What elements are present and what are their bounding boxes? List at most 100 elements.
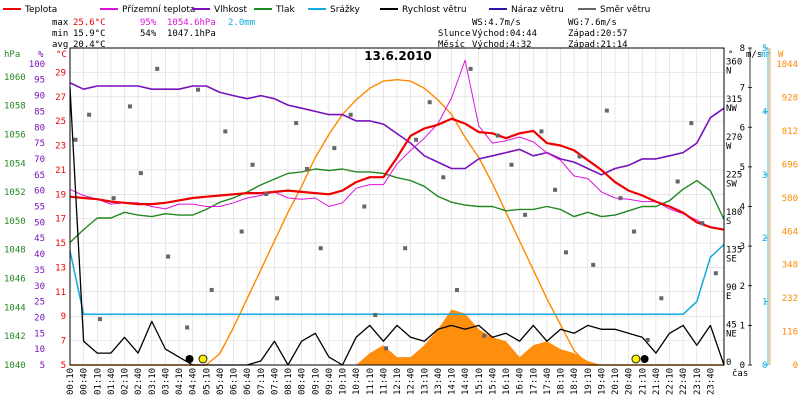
tick-ms: 4 [740,203,745,213]
tick-x: 22:40 [679,368,689,395]
wind-direction-point [239,229,244,234]
plot-frame [69,47,725,366]
tick-x: 04:10 [175,368,185,395]
tick-x: 11:10 [366,368,376,395]
tick-x: 06:40 [243,368,253,395]
legend-label: Náraz větru [511,5,564,15]
stats-max-temp: 25.6°C [73,18,106,28]
axes: 1060105810561054105210501048104610441042… [4,44,798,395]
tick-temp: 27 [55,93,66,103]
wind-direction-point [713,271,718,276]
stats-min-temp: 15.9°C [73,29,106,39]
tick-mm: 4 [762,107,767,117]
axis-label-ms: m/s [746,50,762,60]
tick-x: 10:10 [339,368,349,395]
tick-x: 13:10 [420,368,430,395]
tick-x: 14:40 [461,368,471,395]
tick-hpa: 1044 [4,303,26,313]
tick-hpa: 1040 [4,361,26,371]
tick-x: 05:40 [216,368,226,395]
tick-pct: 70 [34,155,45,165]
tick-x: 03:40 [161,368,171,395]
wind-direction-points [73,66,718,351]
tick-temp: 13 [55,263,66,273]
wind-direction-point [414,137,419,142]
tick-hpa: 1054 [4,159,26,169]
axis-label-pct: % [38,50,44,60]
tick-hpa: 1042 [4,332,26,342]
tick-pct: 45 [34,234,45,244]
wind-direction-point [250,162,255,167]
tick-pct: 60 [34,187,45,197]
tick-ms: 0 [740,361,745,371]
tick-hpa: 1052 [4,188,26,198]
wind-direction-point [332,146,337,151]
legend-label: Vlhkost [214,5,247,15]
tick-pct: 80 [34,123,45,133]
tick-pct: 25 [34,298,45,308]
series-vlhkost [69,82,725,176]
tick-mm: 1 [762,298,767,308]
tick-pct: 35 [34,266,45,276]
stats-min-label: min [52,29,68,39]
tick-hpa: 1046 [4,275,26,285]
stats-min-hum: 54% [140,29,157,39]
tick-pct: 20 [34,313,45,323]
tick-wm2: 116 [782,328,798,338]
tick-wm2: 696 [782,160,798,170]
stats-max-label: max [52,18,69,28]
sun-rise: Východ:04:44 [472,29,537,39]
tick-pct: 65 [34,171,45,181]
tick-pct: 100 [29,60,45,70]
tick-temp: 11 [55,288,66,298]
wind-direction-point [294,121,299,126]
tick-wm2: 0 [793,361,798,371]
stats-min-press: 1047.1hPa [167,29,216,39]
sun-set: Západ:20:57 [568,29,628,39]
tick-direction-name: N [726,67,731,77]
tick-x: 19:40 [597,368,607,395]
tick-direction: 180 [726,208,742,218]
tick-x: 01:10 [93,368,103,395]
tick-x: 18:10 [557,368,567,395]
wind-direction-point [185,325,190,330]
tick-direction-name: NW [726,104,737,114]
tick-pct: 75 [34,139,45,149]
tick-x: 18:40 [570,368,580,395]
tick-x: 02:10 [121,368,131,395]
tick-temp: 19 [55,190,66,200]
series-prizemni-teplota [69,59,725,231]
wind-direction-point [305,166,310,171]
wind-direction-point [275,296,280,301]
wind-direction-point [689,121,694,126]
wind-direction-point [645,337,650,342]
series-tlak [69,168,725,244]
wind-direction-point [675,179,680,184]
tick-ms: 6 [740,123,745,133]
tick-direction-name: E [726,292,731,302]
wind-direction-point [539,129,544,134]
legend-label: Teplota [24,5,57,15]
wind-direction-point [659,296,664,301]
tick-temp: 9 [61,312,66,322]
grid [69,48,724,366]
tick-x: 13:40 [434,368,444,395]
tick-direction: 0 [726,358,731,368]
tick-hpa: 1060 [4,73,26,83]
sunshine-area [70,309,724,365]
wind-gust-info: WG:7.6m/s [568,18,617,28]
tick-ms: 8 [740,44,745,54]
tick-direction-name: W [726,142,732,152]
tick-temp: 29 [55,68,66,78]
tick-x: 10:40 [352,368,362,395]
wind-direction-point [563,250,568,255]
tick-x: 17:10 [529,368,539,395]
tick-direction: 360 [726,58,742,68]
wind-direction-point [209,287,214,292]
tick-wm2: 928 [782,94,798,104]
axis-label-hpa: hPa [4,50,20,60]
wind-direction-point [509,162,514,167]
stats-avg-temp: 20.4°C [73,40,106,50]
wind-direction-point [482,333,487,338]
